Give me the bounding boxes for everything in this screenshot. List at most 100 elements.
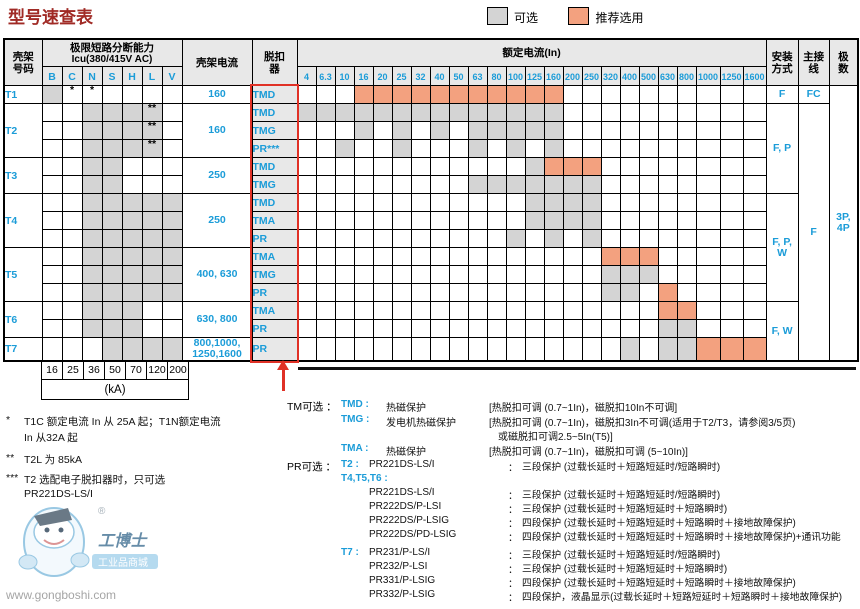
rated-cell xyxy=(581,211,602,230)
rated-cell xyxy=(505,283,526,302)
rated-cell xyxy=(742,121,767,140)
rated-cell xyxy=(695,103,721,122)
rated-cell xyxy=(486,121,507,140)
rated-cell xyxy=(657,157,678,176)
rated-cell xyxy=(600,103,621,122)
trip-unit-T2-PR: PR*** xyxy=(251,139,298,158)
rated-cell xyxy=(619,337,640,362)
rated-cell xyxy=(695,211,721,230)
colon: ： xyxy=(508,565,518,576)
rated-cell xyxy=(315,247,336,266)
icu-cell-T6-N xyxy=(81,301,103,320)
mounting-T1: F xyxy=(765,85,799,104)
icu-cell-T5-N xyxy=(81,247,103,266)
rated-cell xyxy=(334,103,355,122)
ka-value-25: 25 xyxy=(62,360,84,380)
rated-cell xyxy=(410,283,431,302)
rated-cell xyxy=(600,121,621,140)
rated-cell xyxy=(657,103,678,122)
rated-cell xyxy=(372,175,393,194)
red-arrow-icon xyxy=(277,360,289,370)
icu-cell-T7-L xyxy=(141,337,163,362)
rated-cell xyxy=(638,157,659,176)
rated-cell xyxy=(619,85,640,104)
rated-cell xyxy=(657,85,678,104)
rated-cell xyxy=(524,337,545,362)
rated-cell xyxy=(410,157,431,176)
icu-cell-T1-L xyxy=(141,85,163,104)
rated-cell xyxy=(719,283,744,302)
rated-cell xyxy=(638,103,659,122)
footnote-text: In 从32A 起 xyxy=(24,432,78,444)
trip-unit-T5-TMG: TMG xyxy=(251,265,298,284)
rated-cell xyxy=(638,229,659,248)
rated-cell xyxy=(505,139,526,158)
icu-cell-T7-S xyxy=(101,337,123,362)
rated-cell xyxy=(562,103,583,122)
rated-cell xyxy=(581,139,602,158)
pr-item-desc: 四段保护，液晶显示(过载长延时＋短路短延时＋短路瞬时＋接地故障保护) xyxy=(522,592,843,603)
rated-cell xyxy=(600,283,621,302)
rated-col-25: 25 xyxy=(391,66,412,86)
legend: 可选 推荐选用 xyxy=(487,7,643,30)
rated-cell xyxy=(719,175,744,194)
col-icu: 极限短路分断能力 Icu(380/415V AC) xyxy=(41,38,183,67)
rated-cell xyxy=(372,193,393,212)
rated-cell xyxy=(429,337,450,362)
rated-cell xyxy=(296,229,317,248)
rated-cell xyxy=(334,157,355,176)
rated-cell xyxy=(372,229,393,248)
rated-cell xyxy=(719,193,744,212)
icu-cell-T4-C xyxy=(61,211,83,230)
rated-cell xyxy=(467,211,488,230)
frame-current-T4: 250 xyxy=(181,193,253,248)
rated-cell xyxy=(619,283,640,302)
icu-cell-T4-V xyxy=(161,211,183,230)
rated-cell xyxy=(296,85,317,104)
icu-cell-T1-B xyxy=(41,85,63,104)
icu-cell-T2-B xyxy=(41,139,63,158)
frame-label-T6: T6 xyxy=(3,301,43,338)
rated-cell xyxy=(296,121,317,140)
recommended-label: 推荐选用 xyxy=(595,11,644,25)
rated-cell xyxy=(524,175,545,194)
pr-item-name: PR232/P-LSI xyxy=(369,561,428,572)
rated-cell xyxy=(467,229,488,248)
icu-cell-T4-B xyxy=(41,229,63,248)
icu-cell-T6-B xyxy=(41,319,63,338)
rated-cell xyxy=(742,85,767,104)
icu-cell-T7-V xyxy=(161,337,183,362)
rated-cell xyxy=(638,139,659,158)
rated-cell xyxy=(638,283,659,302)
rated-cell xyxy=(334,175,355,194)
recommended-swatch xyxy=(568,7,590,25)
rated-cell xyxy=(315,319,336,338)
rated-cell xyxy=(296,265,317,284)
rated-cell xyxy=(676,211,697,230)
rated-cell xyxy=(486,157,507,176)
col-poles: 极数 xyxy=(828,38,859,86)
icu-cell-T3-N xyxy=(81,175,103,194)
rated-cell xyxy=(372,139,393,158)
rated-cell xyxy=(543,175,564,194)
rated-cell xyxy=(562,283,583,302)
icu-cell-T4-V xyxy=(161,229,183,248)
rated-cell xyxy=(448,283,469,302)
icu-cell-T5-S xyxy=(101,247,123,266)
icu-cell-T4-S xyxy=(101,193,123,212)
rated-cell xyxy=(505,265,526,284)
rated-cell xyxy=(719,265,744,284)
icu-cell-T6-C xyxy=(61,301,83,320)
icu-cell-T4-L xyxy=(141,229,163,248)
icu-col-H: H xyxy=(121,66,143,86)
rated-cell xyxy=(467,85,488,104)
icu-cell-T6-C xyxy=(61,319,83,338)
rated-cell xyxy=(524,247,545,266)
pr-item-desc: 四段保护 (过载长延时＋短路短延时＋短路瞬时＋接地故障保护)+通讯功能 xyxy=(522,532,841,543)
icu-cell-T4-L xyxy=(141,193,163,212)
icu-cell-T5-H xyxy=(121,283,143,302)
rated-cell xyxy=(296,337,317,362)
rated-cell xyxy=(742,175,767,194)
rated-cell xyxy=(429,211,450,230)
icu-cell-T6-L xyxy=(141,301,163,320)
